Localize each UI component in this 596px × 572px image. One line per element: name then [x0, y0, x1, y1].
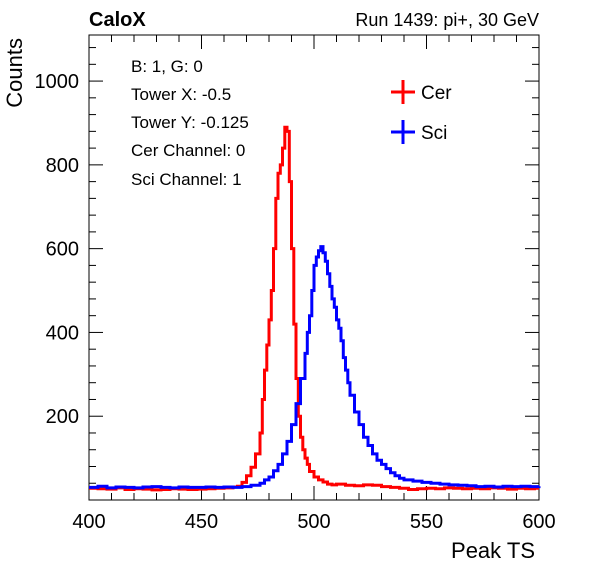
brand-label: CaloX	[89, 9, 146, 31]
info-line-cer-channel: Cer Channel: 0	[131, 141, 245, 160]
y-axis-label: Counts	[2, 38, 27, 108]
x-tick-label: 400	[72, 511, 105, 533]
run-info-label: Run 1439: pi+, 30 GeV	[355, 10, 539, 30]
x-tick-labels: 400 450 500 550 600	[72, 511, 555, 533]
x-axis-label: Peak TS	[451, 538, 535, 563]
info-line-tower-x: Tower X: -0.5	[131, 85, 231, 104]
info-line-tower-y: Tower Y: -0.125	[131, 113, 249, 132]
info-line-beam: B: 1, G: 0	[131, 57, 203, 76]
y-tick-label: 200	[46, 406, 79, 428]
legend-label: Sci	[421, 123, 447, 144]
y-tick-labels: 200 400 600 800 1000	[35, 71, 80, 428]
x-tick-label: 600	[522, 511, 555, 533]
info-box: B: 1, G: 0 Tower X: -0.5 Tower Y: -0.125…	[131, 57, 249, 189]
y-tick-label: 600	[46, 239, 79, 261]
legend-label: Cer	[421, 83, 452, 104]
axis-ticks	[88, 35, 540, 500]
x-tick-label: 500	[297, 511, 330, 533]
legend: Cer Sci	[391, 80, 452, 144]
x-tick-label: 550	[410, 511, 443, 533]
info-line-sci-channel: Sci Channel: 1	[131, 170, 242, 189]
series-layer	[89, 125, 541, 492]
x-tick-label: 450	[185, 511, 218, 533]
y-tick-label: 400	[46, 322, 79, 344]
series-cer-line	[89, 125, 539, 492]
legend-entry-sci: Sci	[391, 120, 447, 144]
series-sci-line	[89, 245, 541, 490]
legend-entry-cer: Cer	[391, 80, 452, 104]
y-tick-label: 800	[46, 155, 79, 177]
y-tick-label: 1000	[35, 71, 80, 93]
